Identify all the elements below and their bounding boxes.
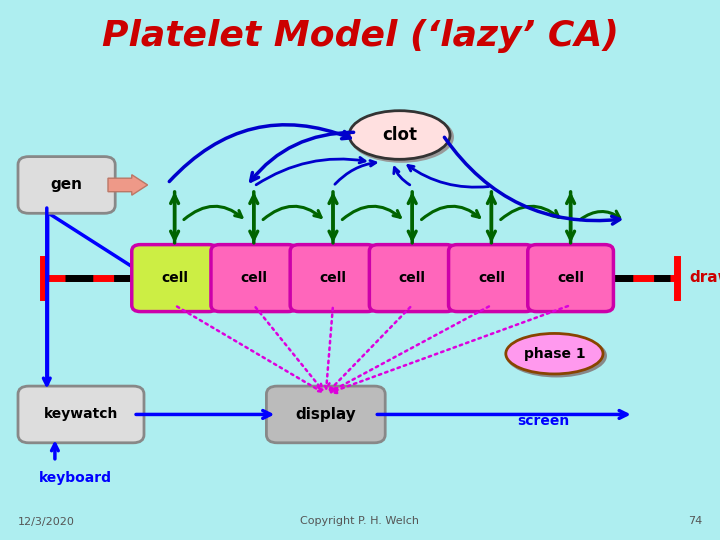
Text: cell: cell — [161, 271, 188, 285]
FancyBboxPatch shape — [266, 386, 385, 443]
Text: cell: cell — [557, 271, 584, 285]
FancyBboxPatch shape — [528, 245, 613, 312]
Ellipse shape — [505, 333, 603, 374]
FancyBboxPatch shape — [369, 245, 455, 312]
Text: cell: cell — [320, 271, 346, 285]
Text: 12/3/2020: 12/3/2020 — [18, 516, 75, 526]
Text: clot: clot — [382, 126, 417, 144]
Text: Copyright P. H. Welch: Copyright P. H. Welch — [300, 516, 420, 526]
FancyBboxPatch shape — [18, 157, 115, 213]
Ellipse shape — [350, 112, 454, 163]
Text: draw: draw — [689, 269, 720, 285]
Text: 74: 74 — [688, 516, 702, 526]
Text: keyboard: keyboard — [39, 471, 112, 485]
FancyBboxPatch shape — [290, 245, 376, 312]
Text: cell: cell — [399, 271, 426, 285]
Text: screen: screen — [518, 414, 570, 428]
Text: display: display — [295, 407, 356, 422]
Text: Platelet Model (‘lazy’ CA): Platelet Model (‘lazy’ CA) — [102, 19, 618, 53]
FancyArrow shape — [108, 175, 148, 195]
FancyBboxPatch shape — [449, 245, 534, 312]
FancyBboxPatch shape — [18, 386, 144, 443]
Text: keywatch: keywatch — [44, 408, 118, 421]
Text: cell: cell — [240, 271, 267, 285]
Text: gen: gen — [50, 178, 83, 192]
Text: phase 1: phase 1 — [523, 347, 585, 361]
FancyBboxPatch shape — [211, 245, 297, 312]
Ellipse shape — [506, 334, 607, 377]
FancyBboxPatch shape — [132, 245, 217, 312]
Ellipse shape — [349, 111, 450, 159]
Text: cell: cell — [478, 271, 505, 285]
